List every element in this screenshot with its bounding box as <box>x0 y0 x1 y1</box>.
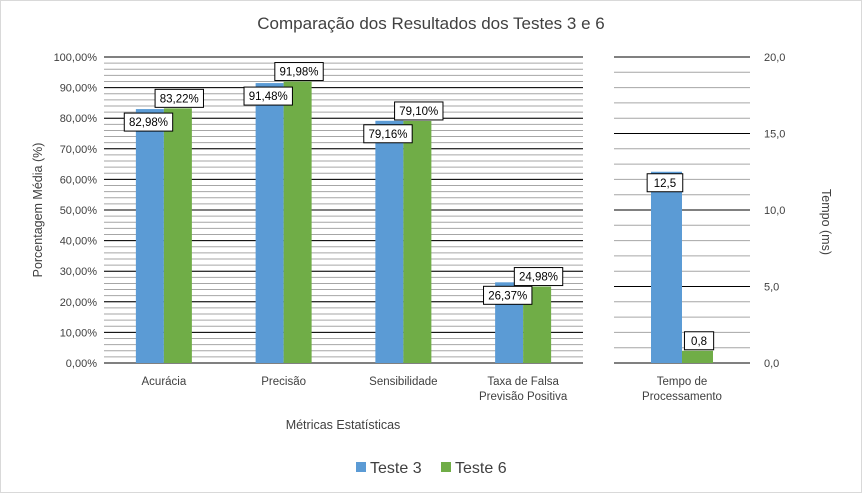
y-axis-title-right: Tempo (ms) <box>819 189 833 255</box>
y-tick-label: 20,00% <box>60 297 98 309</box>
bar-teste-3 <box>651 171 682 363</box>
y-tick-label: 0,00% <box>66 358 97 370</box>
category-label: Acurácia <box>142 376 187 388</box>
x-axis-title: Métricas Estatísticas <box>286 418 401 432</box>
data-label-box <box>394 101 444 121</box>
legend-swatch <box>356 462 366 472</box>
y-tick-label: 10,00% <box>60 327 98 339</box>
category-label: Precisão <box>261 376 306 388</box>
data-label-box <box>243 86 293 106</box>
y-tick-label: 5,0 <box>764 282 779 294</box>
data-label-text: 0,8 <box>691 336 707 348</box>
data-label-text: 79,16% <box>368 129 407 141</box>
data-label: 83,22% <box>154 88 204 108</box>
data-label-box <box>154 88 204 108</box>
bar-teste-3 <box>375 120 404 363</box>
data-label-box <box>513 267 564 287</box>
category-label: Sensibilidade <box>369 376 437 388</box>
legend-swatch <box>441 462 451 472</box>
y-tick-label: 90,00% <box>60 83 98 95</box>
data-label-box <box>274 62 324 82</box>
data-label: 24,98% <box>513 267 564 287</box>
right-panel: 0,0 5,0 10,0 15,0 20,0 12,5 0,8 Tempo de Process… <box>614 52 833 403</box>
data-label: 82,98% <box>123 112 174 132</box>
y-tick-label: 80,00% <box>60 113 98 125</box>
data-label: 26,37% <box>483 285 533 305</box>
data-label-box <box>123 112 174 132</box>
data-label-text: 83,22% <box>160 93 199 105</box>
category-label: Processamento <box>642 391 722 403</box>
bar-teste-6 <box>283 81 312 363</box>
y-tick-label: 10,0 <box>764 205 785 217</box>
category-label: Taxa de Falsa <box>487 376 559 388</box>
legend-item-teste-3: Teste 3 <box>356 460 422 477</box>
data-label-box <box>363 124 413 144</box>
y-tick-label: 70,00% <box>60 144 98 156</box>
data-label-text: 82,98% <box>129 117 168 129</box>
bar-teste-3 <box>255 83 284 363</box>
data-label-text: 79,10% <box>399 106 438 118</box>
y-tick-label: 30,00% <box>60 266 98 278</box>
y-tick-label: 100,00% <box>54 52 98 64</box>
bar-teste-6 <box>682 350 713 363</box>
data-label: 91,98% <box>274 62 324 82</box>
data-label: 79,16% <box>363 124 413 144</box>
y-tick-label: 60,00% <box>60 174 98 186</box>
y-axis-title-left: Porcentagem Média (%) <box>31 143 45 278</box>
data-label: 0,8 <box>683 331 715 351</box>
category-label: Tempo de <box>657 376 708 388</box>
bar-teste-3 <box>135 109 164 363</box>
y-tick-label: 0,0 <box>764 358 779 370</box>
y-tick-label: 40,00% <box>60 236 98 248</box>
left-panel: 0,00% 10,00% 20,00% 30,00% 40,00% 50,00% 60,00… <box>31 52 583 432</box>
data-label-text: 91,48% <box>249 91 288 103</box>
y-tick-label: 15,0 <box>764 129 785 141</box>
y-tick-label: 50,00% <box>60 205 98 217</box>
data-label: 91,48% <box>243 86 293 106</box>
y-tick-label: 20,0 <box>764 52 785 64</box>
data-label: 12,5 <box>646 173 684 193</box>
chart-title: Comparação dos Resultados dos Testes 3 e… <box>257 14 604 33</box>
data-label-box <box>683 331 715 351</box>
category-label: Previsão Positiva <box>479 391 568 403</box>
bar-teste-6 <box>403 120 432 363</box>
data-label: 79,10% <box>394 101 444 121</box>
legend-label: Teste 3 <box>370 460 422 477</box>
data-label-box <box>646 173 684 193</box>
data-label-box <box>483 285 533 305</box>
data-label-text: 91,98% <box>280 67 319 79</box>
legend-item-teste-6: Teste 6 <box>441 460 507 477</box>
legend: Teste 3 Teste 6 <box>356 460 507 477</box>
data-label-text: 24,98% <box>519 272 558 284</box>
bar-teste-6 <box>163 108 192 363</box>
data-label-text: 12,5 <box>654 178 676 190</box>
legend-label: Teste 6 <box>455 460 507 477</box>
data-label-text: 26,37% <box>488 290 527 302</box>
